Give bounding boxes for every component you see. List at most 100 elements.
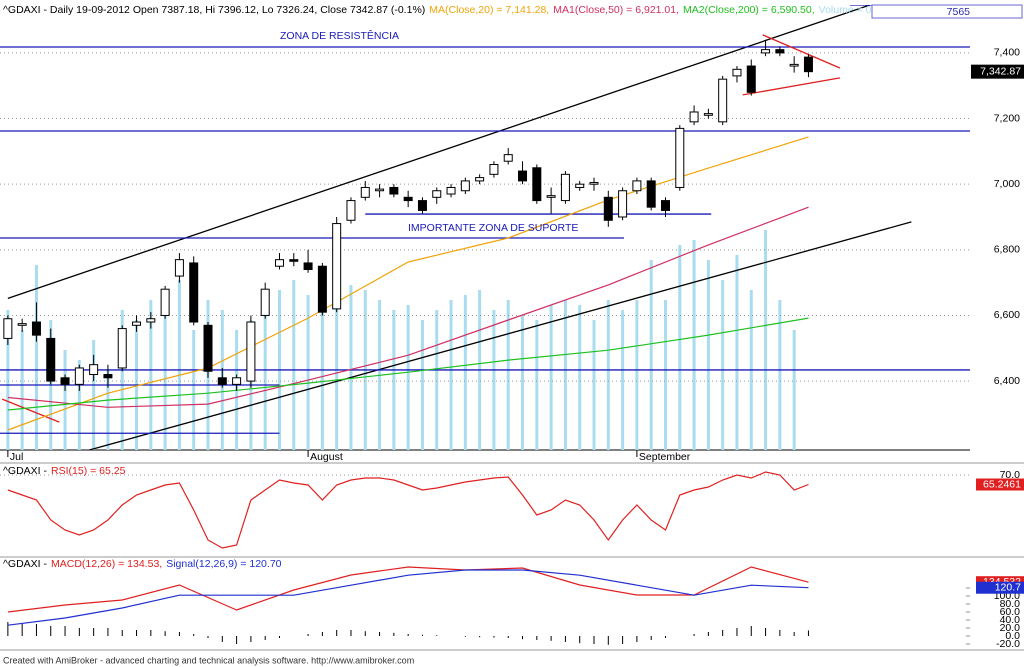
series-line [7, 569, 809, 626]
trend-line [742, 77, 841, 96]
volume-bar [463, 295, 467, 450]
candle-body [303, 262, 313, 271]
volume-bar [392, 310, 396, 450]
candle-body [346, 200, 356, 221]
candle-body [232, 377, 242, 385]
candle-body [575, 183, 585, 188]
candle-body [675, 127, 685, 188]
candle-body [117, 328, 127, 369]
volume-bar [149, 300, 153, 450]
candle-body [460, 180, 470, 192]
volume-bar [320, 300, 324, 450]
volume-bar [521, 315, 525, 450]
candle-body [560, 173, 570, 202]
volume-bar [778, 300, 782, 450]
marker-label: 7565 [947, 6, 971, 18]
x-tick-label: Jul [10, 451, 23, 463]
volume-bar [406, 305, 410, 450]
volume-bar [535, 320, 539, 450]
volume-bar [63, 350, 67, 450]
volume-bar [706, 260, 710, 450]
legend-entry: MA2(Close,200) = 6,590.50, [683, 4, 815, 16]
candle-body [503, 154, 513, 162]
candle-body [274, 259, 284, 267]
candle-body [89, 364, 99, 376]
candle-body [403, 196, 413, 202]
volume-bar [792, 330, 796, 450]
last-value-box [976, 581, 1024, 594]
volume-bar [563, 300, 567, 450]
candle-body [132, 321, 142, 326]
candle-body [518, 170, 528, 182]
volume-bar [177, 280, 181, 450]
legend-entry: Volume = 0.00 [819, 4, 887, 16]
candle-body [217, 377, 227, 385]
candle-body [761, 49, 771, 54]
candle-body [589, 182, 599, 185]
candle-body [689, 111, 699, 123]
y-tick-label: 0.0 [1005, 630, 1020, 642]
candle-body [246, 321, 256, 382]
volume-bar [120, 310, 124, 450]
candle-body [603, 196, 613, 221]
candle-body [103, 374, 113, 379]
candle-body [475, 177, 485, 182]
trend-line [7, 5, 871, 300]
candle-body [317, 265, 327, 313]
volume-bar [721, 280, 725, 450]
volume-bar [435, 310, 439, 450]
marker-box [871, 4, 1023, 19]
volume-bar [349, 285, 353, 450]
volume-bar [764, 230, 768, 450]
candle-body [74, 367, 84, 385]
legend-entry: RSI(15) = 65.25 [51, 465, 126, 477]
volume-bar [106, 370, 110, 450]
candle-body [203, 324, 213, 372]
footer: Created with AmiBroker - advanced charti… [3, 655, 414, 665]
y-tick-label: 7,000 [994, 178, 1020, 190]
y-tick-label: 60.0 [1000, 606, 1021, 618]
candle-body [60, 377, 70, 385]
y-tick-label: 70.0 [1000, 469, 1021, 481]
y-tick-label: 6,800 [994, 244, 1020, 256]
candle-body [332, 223, 342, 310]
volume-bar [92, 340, 96, 450]
plot-area [7, 566, 809, 645]
candle-body [432, 190, 442, 198]
candle-body [789, 63, 799, 67]
candle-body [660, 200, 670, 211]
volume-bar [492, 310, 496, 450]
series-line [7, 566, 809, 613]
candle-body [746, 65, 756, 93]
candle-body [375, 188, 385, 192]
volume-bar [34, 265, 38, 450]
volume-bar [735, 255, 739, 450]
candle-body [775, 49, 785, 54]
panel-title: ^GDAXI - [3, 558, 48, 570]
volume-bar [306, 295, 310, 450]
candle-body [546, 195, 556, 198]
y-tick-label: 40.0 [1000, 614, 1021, 626]
candle-body [632, 180, 642, 192]
legend-entry: MA1(Close,50) = 6,921.01, [553, 4, 679, 16]
annotation: IMPORTANTE ZONA DE SUPORTE [408, 222, 578, 234]
volume-bar [649, 260, 653, 450]
y-tick-label: 7,400 [994, 47, 1020, 59]
candle-body [46, 337, 56, 382]
trend-line [1, 398, 60, 423]
volume-bar [549, 305, 553, 450]
last-value-box [971, 64, 1024, 79]
panel-header: ^GDAXI - Daily 19-09-2012 Open 7387.18, … [3, 4, 886, 16]
last-value-label: 7,342.87 [980, 65, 1021, 77]
plot-area [0, 5, 1021, 450]
volume-bar [6, 310, 10, 450]
volume-bar [606, 300, 610, 450]
last-value-box [976, 478, 1024, 491]
y-tick-label: 20.0 [1000, 622, 1021, 634]
candle-body [646, 180, 656, 208]
legend-entry: MACD(12,26) = 134.53, [51, 558, 162, 570]
candle-body [160, 288, 170, 316]
